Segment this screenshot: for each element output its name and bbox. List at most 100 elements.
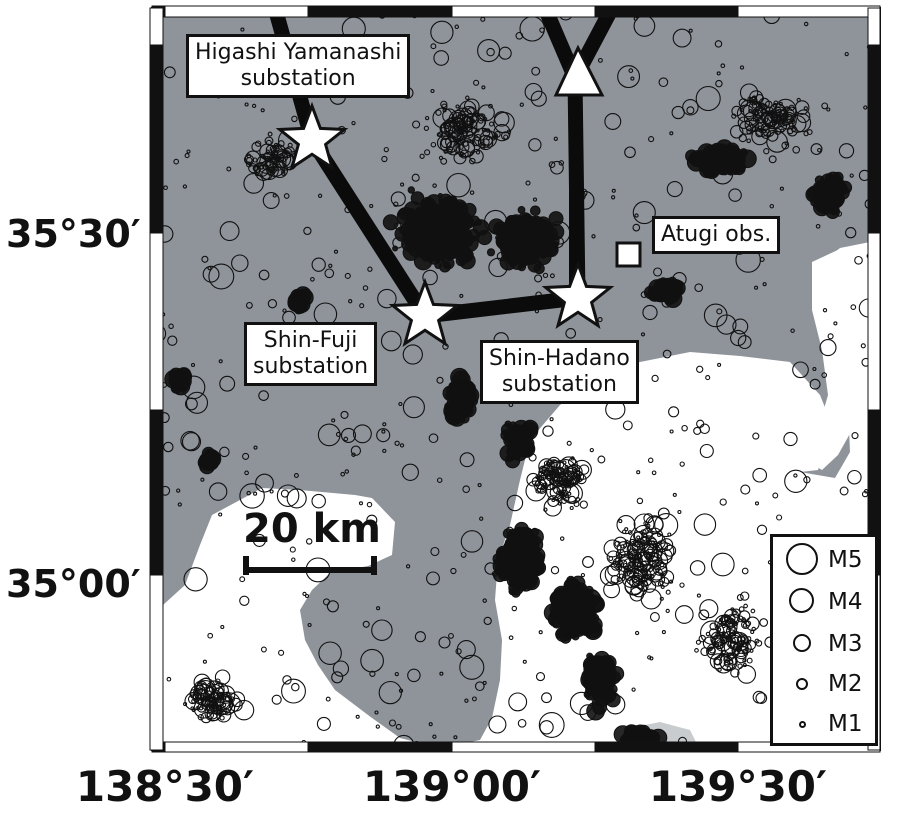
epicenter — [754, 501, 760, 506]
epicenter — [333, 249, 339, 254]
epicenter — [255, 140, 262, 147]
epicenter — [310, 276, 315, 282]
epicenter — [248, 163, 259, 174]
epicenter — [445, 136, 457, 148]
epicenter — [258, 390, 269, 401]
epicenter — [293, 473, 299, 478]
epicenter — [627, 530, 633, 535]
epicenter — [696, 593, 701, 598]
epicenter — [453, 735, 458, 740]
epicenter — [631, 542, 641, 552]
epicenter — [665, 290, 680, 304]
substation-star-icon — [388, 277, 462, 347]
epicenter — [693, 513, 717, 536]
epicenter — [219, 375, 236, 392]
epicenter — [440, 157, 448, 165]
epicenter — [471, 696, 477, 702]
epicenter — [549, 471, 566, 488]
epicenter — [331, 418, 336, 423]
epicenter — [591, 234, 596, 239]
epicenter — [474, 681, 485, 692]
epicenter — [589, 447, 594, 453]
epicenter — [201, 255, 209, 263]
epicenter — [340, 410, 349, 419]
epicenter — [446, 172, 471, 198]
epicenter — [246, 490, 251, 496]
epicenter — [650, 571, 666, 587]
epicenter — [271, 694, 282, 705]
epicenter — [854, 255, 863, 265]
epicenter — [255, 473, 274, 493]
epicenter — [723, 656, 731, 663]
epicenter — [304, 593, 310, 599]
legend-label-m3: M3 — [828, 631, 863, 657]
epicenter — [730, 668, 740, 678]
epicenter — [752, 115, 759, 122]
epicenter — [714, 614, 734, 634]
epicenter — [850, 304, 857, 310]
epicenter — [822, 308, 828, 313]
epicenter — [694, 283, 704, 293]
epicenter — [566, 484, 572, 489]
epicenter — [394, 440, 400, 446]
epicenter — [362, 620, 370, 628]
epicenter — [458, 152, 464, 158]
epicenter — [442, 108, 447, 113]
epicenter — [459, 123, 464, 128]
epicenter — [573, 501, 580, 508]
epicenter — [390, 191, 406, 207]
epicenter — [414, 631, 426, 643]
epicenter — [239, 576, 246, 583]
epicenter — [796, 109, 811, 124]
epicenter — [630, 76, 635, 81]
epicenter — [793, 473, 798, 478]
epicenter — [262, 163, 269, 170]
epicenter — [739, 148, 748, 157]
epicenter — [845, 227, 857, 239]
epicenter — [624, 575, 644, 595]
epicenter — [281, 678, 306, 704]
epicenter — [716, 314, 737, 335]
callout-atugi: Atugi obs. — [652, 216, 781, 254]
epicenter — [640, 567, 649, 576]
epicenter — [177, 502, 182, 507]
epicenter — [832, 187, 844, 198]
epicenter — [400, 182, 405, 187]
epicenter — [382, 422, 387, 427]
epicenter — [550, 160, 564, 175]
epicenter — [195, 682, 208, 695]
endpoint-triangle-icon — [553, 44, 605, 97]
epicenter — [555, 603, 573, 621]
epicenter — [520, 576, 531, 587]
magnitude-legend: M5 M4 M3 M2 M1 — [770, 534, 878, 746]
sagami-bay — [152, 240, 880, 750]
epicenter — [714, 40, 723, 48]
frame-tick — [149, 44, 164, 234]
epicenter — [607, 563, 621, 577]
epicenter — [567, 491, 572, 496]
epicenter — [603, 581, 621, 599]
epicenter — [588, 675, 595, 682]
epicenter — [340, 471, 346, 477]
epicenter — [768, 103, 787, 122]
epicenter — [677, 509, 682, 515]
epicenter — [643, 513, 654, 524]
epicenter — [749, 123, 755, 129]
epicenter — [860, 343, 866, 349]
epicenter — [381, 155, 388, 163]
epicenter — [432, 183, 437, 188]
epicenter — [331, 671, 344, 684]
epicenter — [351, 120, 356, 126]
epicenter — [202, 265, 220, 283]
epicenter — [252, 533, 266, 547]
legend-circle-m3 — [793, 634, 811, 652]
epicenter — [755, 692, 768, 704]
epicenter — [626, 540, 646, 560]
epicenter — [562, 460, 567, 465]
epicenter — [508, 635, 514, 641]
epicenter — [262, 192, 280, 209]
epicenter — [631, 572, 643, 584]
epicenter — [344, 469, 350, 474]
epicenter — [439, 671, 444, 676]
epicenter — [488, 715, 507, 734]
